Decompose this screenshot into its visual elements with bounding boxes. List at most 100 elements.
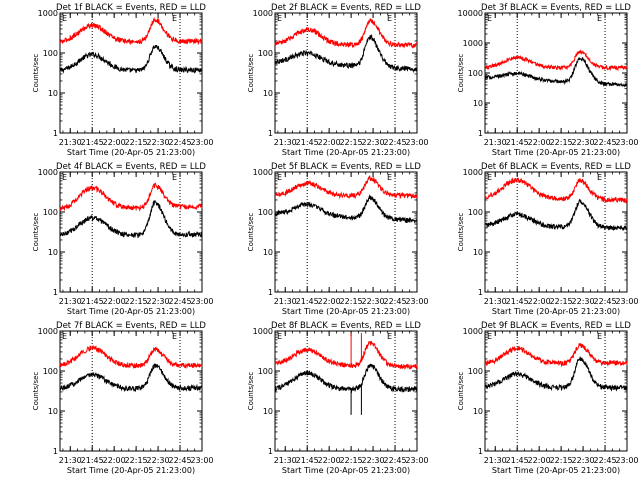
lld-series-line xyxy=(484,49,628,72)
y-tick-label: 100 xyxy=(43,367,58,376)
x-axis-label: Start Time (20-Apr-05 21:23:00) xyxy=(282,148,410,157)
x-tick-label: 21:45 xyxy=(296,297,319,306)
y-tick-label: 10 xyxy=(48,89,58,98)
detector-panel-9 xyxy=(484,330,628,452)
panel-title: Det 8f BLACK = Events, RED = LLD xyxy=(271,321,421,331)
x-tick-label: 22:45 xyxy=(384,138,407,147)
plot-frame xyxy=(274,330,418,452)
x-tick-label: 22:00 xyxy=(103,297,126,306)
y-axis-label: Counts/sec xyxy=(457,372,465,411)
y-tick-label: 1000 xyxy=(253,327,273,336)
y-tick-label: 1000 xyxy=(463,168,483,177)
plot-frame xyxy=(59,12,203,134)
x-tick-label: 21:30 xyxy=(59,456,82,465)
x-tick-label: 21:45 xyxy=(81,456,104,465)
y-tick-label: 10 xyxy=(473,248,483,257)
x-tick-label: 21:30 xyxy=(59,297,82,306)
y-tick-label: 10 xyxy=(263,248,273,257)
events-series-line xyxy=(484,198,628,232)
y-tick-label: 10000 xyxy=(458,9,483,18)
y-tick-label: 1000 xyxy=(38,9,58,18)
plot-frame xyxy=(484,330,628,452)
corner-mark-left: E xyxy=(487,332,492,341)
x-tick-label: 22:00 xyxy=(528,297,551,306)
x-tick-label: 22:15 xyxy=(125,297,148,306)
x-tick-label: 22:30 xyxy=(362,297,385,306)
y-tick-label: 1 xyxy=(478,288,483,297)
x-tick-label: 22:15 xyxy=(550,138,573,147)
plot-frame xyxy=(274,12,418,134)
events-series-line xyxy=(59,363,203,393)
x-tick-label: 23:00 xyxy=(405,138,428,147)
y-tick-label: 10 xyxy=(48,248,58,257)
x-tick-label: 21:30 xyxy=(484,297,507,306)
x-tick-label: 21:30 xyxy=(484,456,507,465)
x-tick-label: 21:45 xyxy=(506,456,529,465)
y-axis-label: Counts/sec xyxy=(247,213,255,252)
corner-mark-right: E xyxy=(172,14,177,23)
x-tick-label: 22:00 xyxy=(103,456,126,465)
lld-series-line xyxy=(274,18,418,49)
x-tick-label: 23:00 xyxy=(405,456,428,465)
x-tick-label: 23:00 xyxy=(190,138,213,147)
panel-title: Det 7f BLACK = Events, RED = LLD xyxy=(56,321,206,331)
corner-mark-left: E xyxy=(62,14,67,23)
y-tick-label: 1 xyxy=(268,447,273,456)
x-axis-label: Start Time (20-Apr-05 21:23:00) xyxy=(67,466,195,475)
plot-frame xyxy=(59,330,203,452)
y-tick-label: 1 xyxy=(478,129,483,138)
x-tick-label: 21:30 xyxy=(59,138,82,147)
y-tick-label: 1 xyxy=(53,447,58,456)
x-tick-label: 22:00 xyxy=(528,456,551,465)
x-axis-label: Start Time (20-Apr-05 21:23:00) xyxy=(492,307,620,316)
x-tick-label: 22:15 xyxy=(550,297,573,306)
x-tick-label: 22:30 xyxy=(572,138,595,147)
y-tick-label: 1000 xyxy=(253,9,273,18)
corner-mark-right: E xyxy=(387,14,392,23)
y-tick-label: 100 xyxy=(468,69,483,78)
x-tick-label: 21:45 xyxy=(81,138,104,147)
x-tick-label: 23:00 xyxy=(190,456,213,465)
plot-frame xyxy=(59,171,203,293)
x-tick-label: 22:30 xyxy=(147,297,170,306)
x-axis-label: Start Time (20-Apr-05 21:23:00) xyxy=(492,466,620,475)
x-tick-label: 21:45 xyxy=(296,138,319,147)
y-tick-label: 100 xyxy=(468,367,483,376)
panel-title: Det 5f BLACK = Events, RED = LLD xyxy=(271,162,421,172)
corner-mark-left: E xyxy=(277,14,282,23)
lld-series-line xyxy=(59,182,203,212)
detector-panel-1 xyxy=(59,12,203,134)
corner-mark-left: E xyxy=(487,173,492,182)
events-series-line xyxy=(274,363,418,415)
corner-mark-left: E xyxy=(62,332,67,341)
y-tick-label: 100 xyxy=(43,49,58,58)
lld-series-line xyxy=(59,16,203,46)
x-tick-label: 22:45 xyxy=(384,297,407,306)
y-tick-label: 100 xyxy=(43,208,58,217)
x-tick-label: 22:30 xyxy=(572,297,595,306)
x-tick-label: 22:15 xyxy=(340,138,363,147)
y-tick-label: 10 xyxy=(48,407,58,416)
corner-mark-left: E xyxy=(277,332,282,341)
corner-mark-right: E xyxy=(597,173,602,182)
y-tick-label: 100 xyxy=(258,49,273,58)
panel-title: Det 4f BLACK = Events, RED = LLD xyxy=(56,162,206,172)
events-series-line xyxy=(59,199,203,239)
y-tick-label: 1 xyxy=(53,288,58,297)
panel-title: Det 3f BLACK = Events, RED = LLD xyxy=(481,3,631,13)
x-tick-label: 22:45 xyxy=(384,456,407,465)
y-tick-label: 1 xyxy=(478,447,483,456)
y-tick-label: 10 xyxy=(263,407,273,416)
lld-series-line xyxy=(484,177,628,204)
x-tick-label: 21:30 xyxy=(484,138,507,147)
events-series-line xyxy=(484,356,628,392)
corner-mark-right: E xyxy=(172,173,177,182)
x-tick-label: 22:45 xyxy=(169,297,192,306)
detector-panel-5 xyxy=(274,171,418,293)
panel-title: Det 1f BLACK = Events, RED = LLD xyxy=(56,3,206,13)
y-tick-label: 1 xyxy=(268,129,273,138)
detector-panel-8 xyxy=(274,330,418,452)
x-tick-label: 22:15 xyxy=(125,138,148,147)
x-tick-label: 23:00 xyxy=(615,297,638,306)
